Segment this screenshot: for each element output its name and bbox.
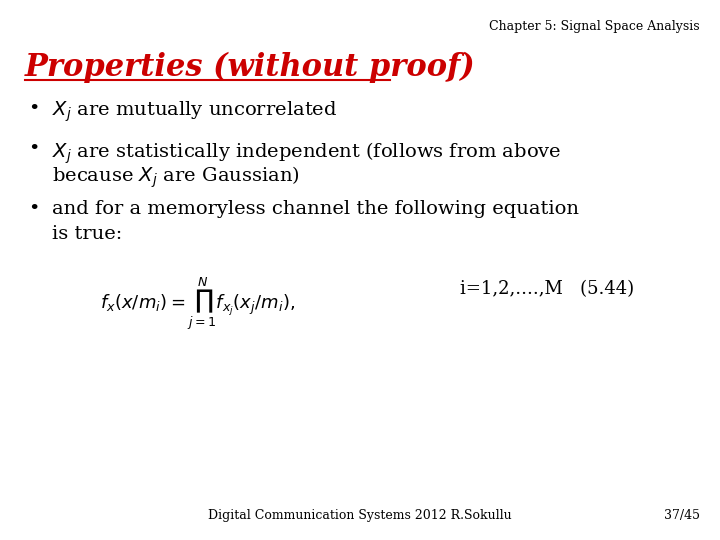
Text: Digital Communication Systems 2012 R.Sokullu: Digital Communication Systems 2012 R.Sok… [208,509,512,522]
Text: Chapter 5: Signal Space Analysis: Chapter 5: Signal Space Analysis [490,20,700,33]
Text: $X_j$ are statistically independent (follows from above: $X_j$ are statistically independent (fol… [52,140,562,165]
Text: •: • [28,100,40,118]
Text: Properties (without proof): Properties (without proof) [25,52,476,83]
Text: and for a memoryless channel the following equation: and for a memoryless channel the followi… [52,200,579,218]
Text: •: • [28,140,40,158]
Text: •: • [28,200,40,218]
Text: $X_j$ are mutually uncorrelated: $X_j$ are mutually uncorrelated [52,100,337,125]
Text: is true:: is true: [52,225,122,243]
Text: i=1,2,....,M   (5.44): i=1,2,....,M (5.44) [460,280,634,298]
Text: 37/45: 37/45 [664,509,700,522]
Text: because $X_j$ are Gaussian): because $X_j$ are Gaussian) [52,165,300,191]
Text: $f_x(x/m_i) = \prod_{j=1}^{N} f_{x_j}(x_j / m_i),$: $f_x(x/m_i) = \prod_{j=1}^{N} f_{x_j}(x_… [100,275,295,332]
